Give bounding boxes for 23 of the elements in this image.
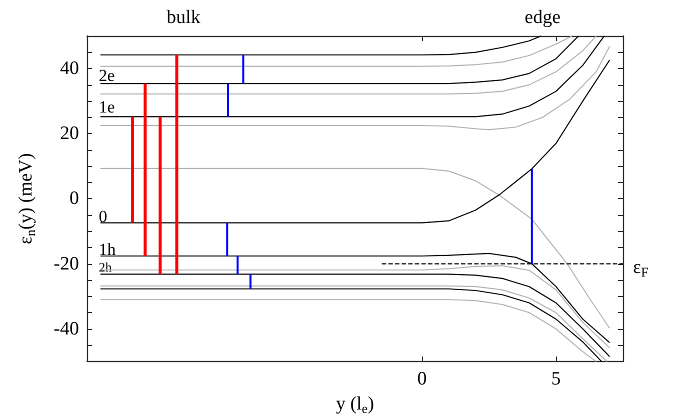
y-tick-label: -20 bbox=[54, 253, 79, 274]
line-series bbox=[100, 35, 580, 84]
y-tick-label: 20 bbox=[60, 123, 79, 144]
y-axis-title: εn(y) (meV) bbox=[16, 153, 38, 244]
line-series bbox=[100, 46, 610, 130]
y-tick-label: 40 bbox=[60, 58, 79, 80]
annotation: 2e bbox=[98, 66, 115, 86]
text: bulk bbox=[166, 7, 201, 28]
line-series bbox=[100, 35, 605, 118]
annotation: 1h bbox=[98, 240, 116, 259]
line-series bbox=[100, 35, 573, 67]
line-series bbox=[100, 35, 542, 56]
line-series bbox=[100, 274, 610, 358]
annotation: 0 bbox=[98, 206, 108, 226]
line-series bbox=[100, 60, 610, 224]
line-series bbox=[100, 299, 597, 362]
x-tick-label: 5 bbox=[551, 368, 561, 390]
annotation: 1e bbox=[98, 98, 115, 117]
line-series bbox=[100, 35, 597, 94]
text: edge bbox=[524, 7, 561, 28]
y-tick-label: 0 bbox=[70, 188, 79, 210]
line-series bbox=[100, 168, 610, 329]
y-tick-label: -40 bbox=[54, 318, 79, 340]
